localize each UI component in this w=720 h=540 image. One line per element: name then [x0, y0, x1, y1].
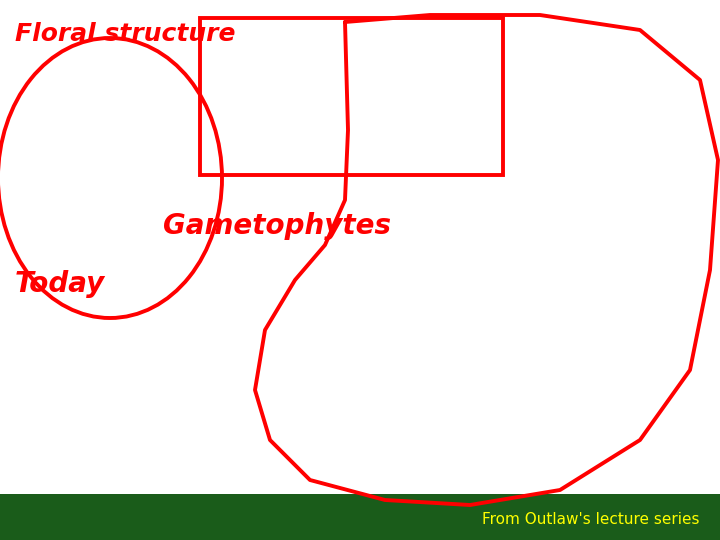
Text: From Outlaw's lecture series: From Outlaw's lecture series	[482, 511, 700, 526]
Text: Today: Today	[15, 270, 105, 298]
Text: Gametophytes: Gametophytes	[163, 212, 391, 240]
Bar	[200, 18, 503, 175]
Bar	[0, 494, 720, 540]
Text: Floral structure: Floral structure	[15, 22, 235, 46]
